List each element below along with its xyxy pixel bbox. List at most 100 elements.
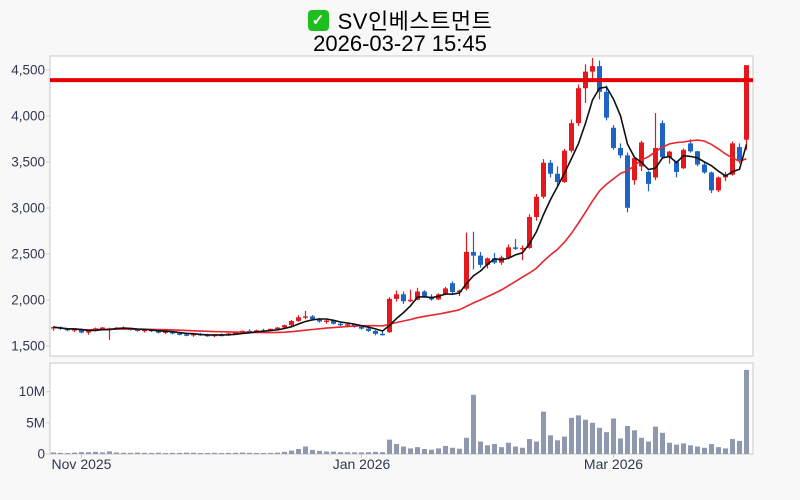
volume-bar	[240, 452, 245, 454]
volume-bar	[436, 448, 441, 454]
volume-bar	[58, 452, 63, 454]
candle-body	[506, 247, 511, 258]
volume-bar	[450, 447, 455, 454]
candle-body	[156, 331, 161, 333]
volume-bar	[625, 425, 630, 454]
volume-bar	[569, 417, 574, 454]
candle-body	[632, 158, 637, 181]
x-axis-labels: Nov 2025 Jan 2026 Mar 2026	[52, 454, 643, 472]
candle-body	[338, 323, 343, 326]
volume-bar	[653, 426, 658, 454]
candle-body	[667, 151, 672, 158]
volume-bar	[128, 452, 133, 454]
volume-bar	[646, 441, 651, 454]
candle-body	[618, 147, 623, 156]
price-tick-label: 3,000	[11, 200, 45, 215]
x-tick-label: Jan 2026	[333, 456, 391, 472]
volume-bar	[408, 448, 413, 454]
candle-body	[191, 334, 196, 336]
candle	[541, 159, 546, 199]
candle-body	[660, 123, 665, 158]
volume-bar	[681, 443, 686, 454]
volume-bar	[590, 422, 595, 454]
volume-bar	[576, 415, 581, 454]
volume-bar	[639, 437, 644, 454]
candle-body	[737, 147, 742, 161]
volume-bar	[191, 452, 196, 454]
price-tick-label: 4,000	[11, 108, 45, 123]
candle	[709, 171, 714, 194]
candle-body	[541, 162, 546, 197]
candle	[674, 160, 679, 178]
candle	[555, 166, 560, 186]
volume-bar	[268, 452, 273, 454]
volume-bar	[716, 447, 721, 454]
candle-body	[317, 319, 322, 322]
volume-bar	[310, 449, 315, 454]
volume-bar	[226, 452, 231, 454]
volume-bar	[520, 447, 525, 454]
volume-bar	[352, 452, 357, 454]
candle-body	[730, 143, 735, 175]
volume-bar	[709, 444, 714, 454]
volume-bar	[387, 439, 392, 454]
candle	[324, 319, 329, 324]
candle	[534, 193, 539, 221]
candle-body	[716, 177, 721, 191]
volume-bar	[317, 450, 322, 454]
candle-body	[464, 251, 469, 289]
candle-body	[387, 298, 392, 333]
candle-body	[296, 317, 301, 321]
volume-bar	[296, 449, 301, 454]
candle	[478, 251, 483, 268]
volume-bar	[135, 452, 140, 454]
volume-bar	[303, 446, 308, 454]
candle	[632, 157, 637, 185]
volume-bar	[485, 445, 490, 454]
candle	[408, 289, 413, 303]
volume-bar	[506, 442, 511, 454]
candle-body	[527, 216, 532, 248]
candle-body	[744, 65, 749, 140]
volume-bar	[548, 435, 553, 454]
candle	[590, 57, 595, 80]
volume-bar	[674, 444, 679, 454]
candle-body	[415, 291, 420, 300]
candle-body	[457, 290, 462, 293]
candle	[513, 239, 518, 251]
price-tick-label: 3,500	[11, 154, 45, 169]
volume-bar	[100, 452, 105, 454]
volume-bar	[86, 452, 91, 454]
volume-bar	[345, 452, 350, 454]
candle	[639, 140, 644, 171]
candle-body	[492, 258, 497, 263]
candle-body	[653, 147, 658, 178]
volume-axis-labels: 10M 5M 0	[19, 384, 50, 462]
candle-body	[478, 255, 483, 265]
volume-bar	[380, 452, 385, 454]
price-tick-label: 2,000	[11, 292, 45, 307]
volume-bar	[464, 437, 469, 454]
candle-body	[303, 316, 308, 318]
candle-body	[275, 327, 280, 329]
volume-bar	[212, 452, 217, 454]
candle-body	[366, 328, 371, 331]
volume-bar	[79, 452, 84, 454]
chart-title-row: ✓ SV인베스트먼트	[0, 4, 800, 36]
candle-body	[639, 142, 644, 167]
volume-bar	[142, 452, 147, 454]
volume-bar	[149, 452, 154, 454]
volume-bar	[72, 452, 77, 454]
candle-body	[282, 325, 287, 328]
volume-bar	[443, 445, 448, 454]
volume-bar	[695, 446, 700, 454]
volume-bar	[107, 451, 112, 454]
volume-bar	[541, 411, 546, 454]
volume-bar	[247, 452, 252, 454]
volume-bar	[170, 452, 175, 454]
volume-bar	[604, 432, 609, 454]
candle	[604, 85, 609, 121]
candle-body	[163, 331, 168, 333]
candle	[464, 232, 469, 291]
candle-body	[394, 294, 399, 299]
